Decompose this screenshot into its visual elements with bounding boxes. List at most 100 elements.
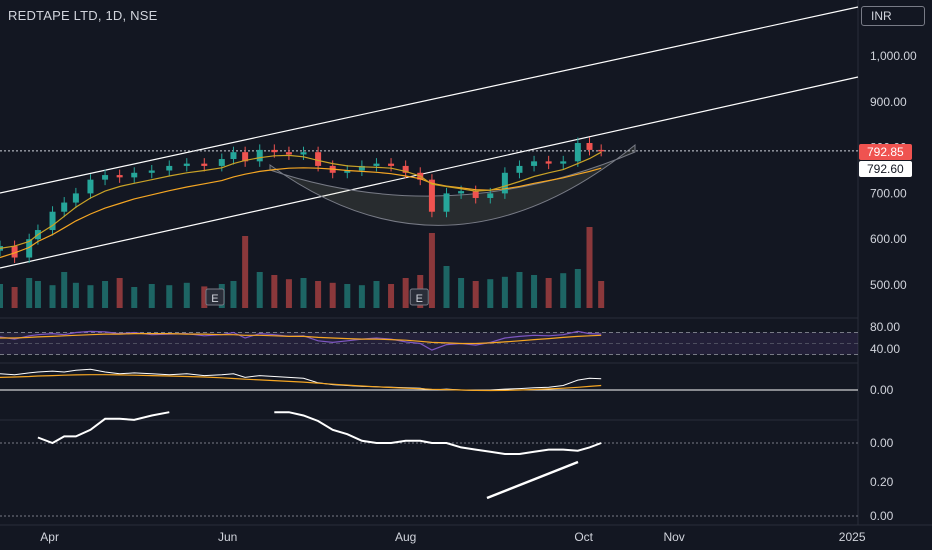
volume-bar [574,269,581,308]
candle-body [49,211,56,231]
candle-body [598,149,605,152]
candle-body [26,239,33,258]
rsi-tick-label: 40.00 [870,342,900,356]
time-tick-label: Oct [574,530,593,544]
price-tick-label: 1,000.00 [870,49,917,63]
candle-body [344,170,351,173]
candle-body [87,179,94,194]
volume-bar [388,284,395,308]
osc1-line [0,368,602,391]
osc2-line [37,411,602,455]
volume-bar [166,285,173,308]
channel-lower-line [0,76,859,269]
time-tick-label: 2025 [839,530,866,544]
candle-body [358,165,365,171]
candle-body [201,163,208,166]
volume-bar [116,278,123,308]
candle-body [402,165,409,173]
candle-body [428,179,435,212]
candle-body [300,152,307,155]
candle-body [574,143,581,162]
candle-body [388,163,395,166]
candle-body [472,191,479,198]
volume-bar [34,281,41,308]
earnings-marker-label: E [211,293,218,305]
candle-body [131,172,138,178]
rsi-ma-line [0,333,602,345]
candle-body [443,193,450,212]
volume-bar [26,278,33,308]
candle-body [230,152,237,160]
volume-bar [598,281,605,308]
candle-body [545,161,552,164]
volume-bar [458,278,465,308]
volume-bar [443,266,450,308]
volume-bar [329,282,336,308]
candle-body [516,165,523,173]
candle-body [271,149,278,153]
symbol-title: REDTAPE LTD, 1D, NSE [8,8,158,23]
osc2-tick-label: 0.20 [870,475,894,489]
volume-bar [531,275,538,308]
earnings-marker [409,288,429,306]
price-tick-label: 600.00 [870,232,907,246]
volume-bar [131,287,138,308]
volume-bar [300,278,307,308]
time-tick-label: Jun [218,530,237,544]
currency-selector[interactable]: INR [861,6,925,26]
volume-bar [545,278,552,308]
ma-slow-line [0,167,602,259]
volume-bar [487,279,494,308]
candle-body [242,152,249,162]
candle-body [586,143,593,150]
prev-price-text: 792.60 [867,162,904,176]
volume-bar [102,281,109,308]
volume-bar [402,278,409,308]
volume-bar [201,286,208,308]
volume-bar [472,281,479,308]
volume-bar [72,282,79,308]
volume-bar [373,281,380,308]
volume-bar [183,282,190,308]
volume-bar [11,287,18,308]
candle-body [285,152,292,155]
candle-body [256,149,263,162]
osc1-ma-line [0,374,602,392]
volume-bar [315,281,322,308]
candle-body [166,165,173,171]
volume-bar [344,284,351,308]
volume-bar [271,275,278,308]
rsi-tick-label: 80.00 [870,320,900,334]
candle-body [218,159,225,166]
price-tick-label: 900.00 [870,95,907,109]
candle-body [72,193,79,203]
volume-bar [0,284,3,308]
candle-body [116,175,123,178]
time-tick-label: Apr [40,530,59,544]
volume-bar [586,227,593,308]
candle-body [487,193,494,198]
last-price-badge [859,144,912,160]
ma-fast-line [0,151,602,249]
price-tick-label: 700.00 [870,186,907,200]
volume-bar [230,281,237,308]
candle-body [148,170,155,173]
volume-bar [256,272,263,308]
volume-bar [516,272,523,308]
earnings-marker-label: E [416,293,423,305]
candle-body [183,163,190,166]
candle-body [315,152,322,166]
last-price-text: 792.85 [867,145,904,159]
time-tick-label: Nov [663,530,684,544]
volume-bar [560,273,567,308]
volume-bar [428,233,435,308]
volume-bar [501,276,508,308]
candle-body [373,163,380,166]
price-tick-label: 500.00 [870,278,907,292]
osc2-trendline [486,460,579,500]
volume-bar [87,285,94,308]
channel-upper-line [0,6,859,194]
candle-body [102,175,109,180]
volume-bar [49,285,56,308]
